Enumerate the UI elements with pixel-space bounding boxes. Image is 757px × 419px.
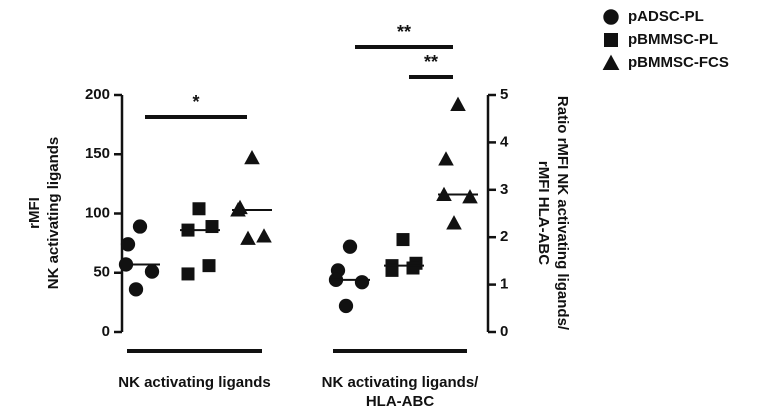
y2-tick-label: 1 [500,276,508,293]
data-point [240,230,256,245]
y2-tick-label: 4 [500,133,509,150]
data-point [396,233,410,247]
data-point [181,267,195,281]
legend-marker [602,54,620,70]
data-point [256,228,272,243]
data-point [120,237,136,252]
y2-tick-label: 0 [500,323,508,340]
data-point [462,189,478,204]
y-axis-title-line: NK activating ligands [45,137,62,290]
data-point [128,282,144,297]
data-point [438,151,454,166]
data-point [132,219,148,234]
y2-tick-label: 2 [500,228,508,245]
data-point [450,96,466,111]
significance-label: ** [397,22,411,42]
legend-label: pBMMSC-PL [628,31,718,48]
data-point [338,298,354,314]
y-axis-title-line: rMFI [26,197,43,229]
data-point [202,259,216,273]
y-axis-title: rMFI NK activating ligands [26,137,62,290]
legend-marker [604,33,618,47]
y2-axis-title-line: rMFI HLA-ABC [535,161,552,265]
y-tick-label: 200 [85,86,110,103]
legend-label: pBMMSC-FCS [628,54,729,71]
legend-marker [603,9,619,25]
legend-label: pADSC-PL [628,8,704,25]
data-point [192,202,206,216]
data-point [406,261,420,275]
category-label: NK activating ligands/ HLA-ABC [321,374,479,410]
data-point [354,275,370,290]
y2-axis-title-line: Ratio rMFI NK activating ligands/ [554,96,571,331]
y2-tick-label: 3 [500,181,508,198]
data-point [144,264,160,279]
y-tick-label: 150 [85,145,110,162]
y-tick-label: 0 [102,323,110,340]
significance-label: ** [424,52,438,72]
y2-tick-label: 5 [500,86,508,103]
y-tick-label: 50 [93,264,110,281]
significance-label: * [192,92,199,112]
data-point [244,150,260,165]
data-point [342,239,358,254]
data-point [446,215,462,230]
category-label: NK activating ligands [118,374,271,391]
y2-axis-title: Ratio rMFI NK activating ligands/rMFI HL… [535,96,571,331]
y-tick-label: 100 [85,204,110,221]
data-point [385,263,399,277]
